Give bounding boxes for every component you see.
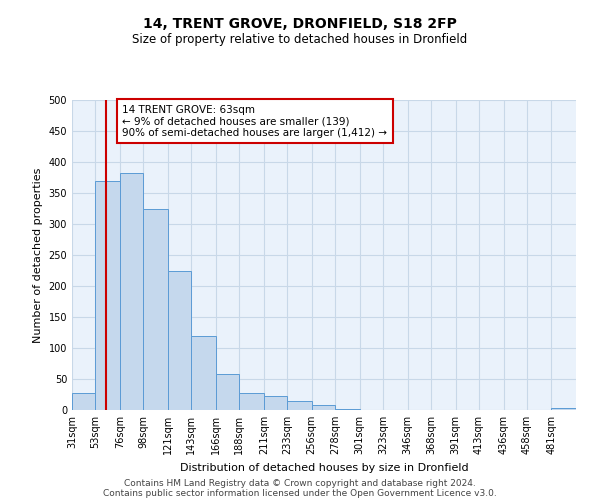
Text: 14 TRENT GROVE: 63sqm
← 9% of detached houses are smaller (139)
90% of semi-deta: 14 TRENT GROVE: 63sqm ← 9% of detached h… [122,104,388,138]
Text: Contains HM Land Registry data © Crown copyright and database right 2024.: Contains HM Land Registry data © Crown c… [124,478,476,488]
Text: 14, TRENT GROVE, DRONFIELD, S18 2FP: 14, TRENT GROVE, DRONFIELD, S18 2FP [143,18,457,32]
Bar [143,208,168,410]
Bar [239,394,264,410]
Bar [287,400,312,410]
Text: Contains public sector information licensed under the Open Government Licence v3: Contains public sector information licen… [103,488,497,498]
Bar [191,336,216,410]
Bar [72,394,95,410]
X-axis label: Distribution of detached houses by size in Dronfield: Distribution of detached houses by size … [179,462,469,472]
Bar [551,408,576,410]
Bar [216,374,239,410]
Bar [168,270,191,410]
Bar [264,396,287,410]
Text: Size of property relative to detached houses in Dronfield: Size of property relative to detached ho… [133,32,467,46]
Bar [95,180,120,410]
Bar [120,172,143,410]
Y-axis label: Number of detached properties: Number of detached properties [33,168,43,342]
Bar [312,405,335,410]
